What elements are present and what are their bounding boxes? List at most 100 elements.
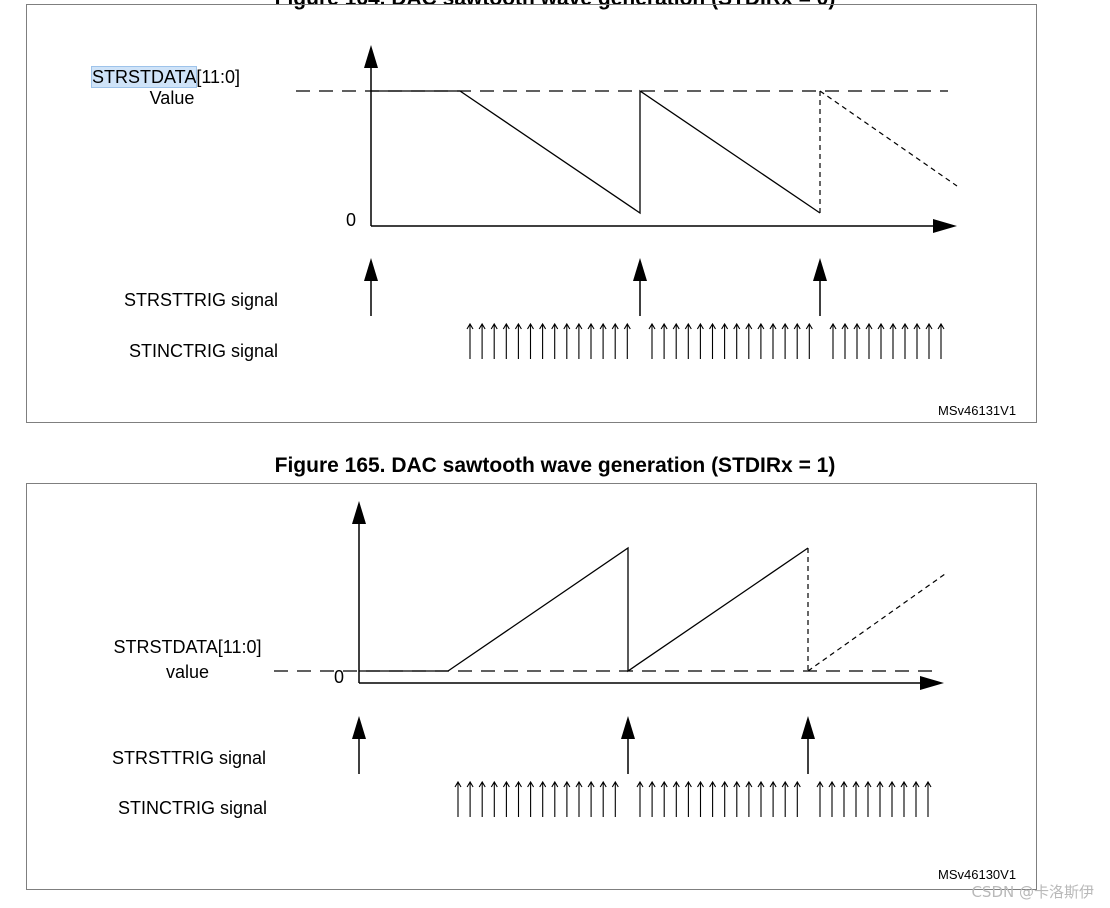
increment-trigger-arrow [502,780,510,817]
increment-trigger-arrow [852,780,860,817]
increment-trigger-arrow [672,780,680,817]
top-zero-label: 0 [346,210,357,230]
increment-trigger-arrow [599,780,607,817]
bottom-level-label: STRSTDATA[11:0] value [100,637,275,683]
increment-trigger-arrow [721,322,729,359]
bottom-reset-signal-label: STRSTTRIG signal [112,748,267,768]
top-axes [370,68,935,227]
increment-trigger-arrow [900,780,908,817]
increment-trigger-arrow [853,322,861,359]
top-level-label-rest: [11:0] [196,67,241,87]
bottom-figure-code: MSv46130V1 [938,867,1017,882]
increment-trigger-arrow [925,322,933,359]
increment-trigger-arrow [745,322,753,359]
increment-trigger-arrow [587,780,595,817]
increment-trigger-arrow [889,322,897,359]
bottom-waveform-continuation [807,548,946,672]
increment-trigger-arrow [828,780,836,817]
increment-trigger-arrow [781,322,789,359]
top-y-axis-arrowhead [364,45,378,68]
increment-trigger-arrow [709,780,717,817]
increment-trigger-arrow [575,322,583,359]
bottom-figure-frame [26,483,1037,890]
increment-trigger-arrow [478,322,486,359]
increment-trigger-arrow [769,780,777,817]
increment-trigger-arrow [575,780,583,817]
bottom-reset-trigger-arrows [352,716,815,774]
increment-trigger-arrow [793,322,801,359]
increment-trigger-arrow [937,322,945,359]
increment-trigger-arrow [587,322,595,359]
increment-trigger-arrow [805,322,813,359]
bottom-x-axis-arrowhead [920,676,944,690]
figure-bottom-title: Figure 165. DAC sawtooth wave generation… [274,454,836,477]
bottom-axes [358,524,922,684]
bottom-zero-label: 0 [334,667,345,687]
increment-trigger-arrow [684,322,692,359]
top-reset-trigger-arrows [364,258,827,316]
increment-trigger-arrow [599,322,607,359]
increment-trigger-arrow [660,780,668,817]
increment-trigger-arrow [697,780,704,817]
top-level-label-highlighted: STRSTDATA [90,66,198,88]
increment-trigger-arrow [527,322,534,359]
increment-trigger-arrow [611,322,619,359]
increment-trigger-arrow [696,322,704,359]
increment-trigger-arrow [864,780,872,817]
increment-trigger-arrow [829,322,837,359]
top-level-label: STRSTDATA[11:0] Value [90,66,260,109]
top-increment-trigger-arrows [466,322,945,359]
increment-trigger-arrow [841,322,849,359]
increment-trigger-arrow [877,322,885,359]
increment-trigger-arrow [757,780,765,817]
top-increment-signal-label: STINCTRIG signal [129,341,279,361]
increment-trigger-arrow [793,780,801,817]
increment-trigger-arrow [611,780,619,817]
increment-trigger-arrow [912,780,920,817]
increment-trigger-arrow [733,780,741,817]
increment-trigger-arrow [636,780,644,817]
increment-trigger-arrow [502,322,510,359]
increment-trigger-arrow [721,780,729,817]
increment-trigger-arrow [745,780,753,817]
increment-trigger-arrow [901,322,909,359]
bottom-increment-signal-label: STINCTRIG signal [118,798,268,818]
increment-trigger-arrow [563,780,571,817]
top-figure-code: MSv46131V1 [938,403,1017,418]
bottom-y-axis-arrowhead [352,501,366,524]
increment-trigger-arrow [623,322,631,359]
increment-trigger-arrow [672,322,680,359]
increment-trigger-arrow [840,780,848,817]
top-x-axis-arrowhead [933,219,957,233]
increment-trigger-arrow [781,780,789,817]
top-reset-signal-label: STRSTTRIG signal [124,290,279,310]
increment-trigger-arrow [539,780,547,817]
bottom-level-label-line2: value [165,662,210,682]
increment-trigger-arrow [514,322,522,359]
increment-trigger-arrow [876,780,884,817]
increment-trigger-arrow [769,322,777,359]
bottom-waveform [359,546,809,673]
increment-trigger-arrow [913,322,921,359]
top-figure-frame [26,4,1037,423]
bottom-increment-trigger-arrows [454,780,932,817]
watermark: CSDN @卡洛斯伊 [971,883,1094,901]
increment-trigger-arrow [684,780,692,817]
increment-trigger-arrow [816,780,824,817]
bottom-level-label-line1: STRSTDATA[11:0] [113,637,262,657]
increment-trigger-arrow [478,780,486,817]
top-waveform [371,89,821,215]
increment-trigger-arrow [539,322,547,359]
increment-trigger-arrow [466,780,474,817]
increment-trigger-arrow [648,780,656,817]
increment-trigger-arrow [924,780,932,817]
top-waveform-continuation [819,90,958,213]
increment-trigger-arrow [757,322,765,359]
top-sawtooth-line [371,89,821,215]
increment-trigger-arrow [563,322,571,359]
increment-trigger-arrow [709,322,716,359]
increment-trigger-arrow [865,322,873,359]
increment-trigger-arrow [551,322,559,359]
increment-trigger-arrow [515,780,522,817]
bottom-sawtooth-line [359,546,809,673]
